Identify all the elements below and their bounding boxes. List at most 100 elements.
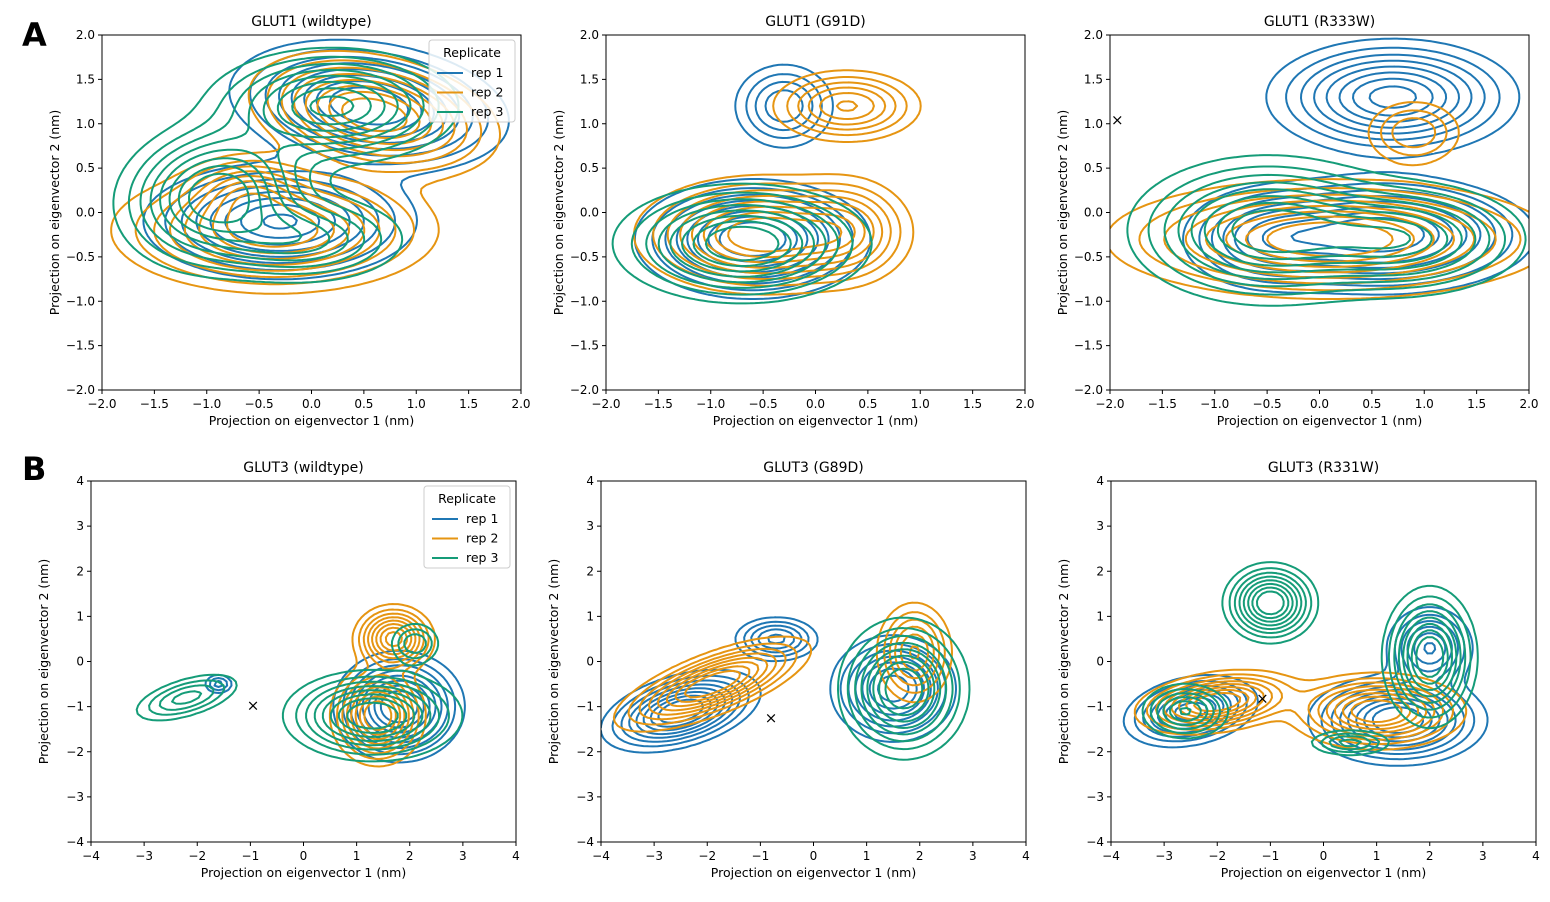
contour-rep-3-level-2 (148, 628, 450, 756)
y-tick-label: −1.5 (570, 339, 599, 353)
legend-entry-rep-2: rep 2 (466, 531, 498, 546)
x-tick-label: −2 (188, 849, 206, 863)
y-tick-label: 2.0 (580, 28, 599, 42)
x-tick-label: 0 (300, 849, 308, 863)
x-tick-label: 1 (863, 849, 871, 863)
y-tick-label: −3 (1086, 790, 1104, 804)
contour-rep-3-level-1 (837, 616, 971, 761)
legend-entry-rep-1: rep 1 (471, 65, 503, 80)
y-tick-label: 2.0 (1084, 28, 1103, 42)
x-tick-label: −0.5 (1253, 397, 1282, 411)
x-tick-label: 4 (1532, 849, 1540, 863)
contour-rep-2-level-4 (346, 616, 421, 750)
contour-rep-3-level-7 (1251, 586, 1449, 685)
x-tick-label: 3 (459, 849, 467, 863)
contour-rep-3-level-2 (1147, 165, 1506, 296)
contour-rep-3-level-1 (611, 182, 873, 305)
axes-frame (600, 480, 1027, 843)
x-axis-label: Projection on eigenvector 1 (nm) (711, 865, 916, 880)
y-tick-label: −4 (576, 835, 594, 849)
x-tick-label: 2 (916, 849, 924, 863)
y-tick-label: −2.0 (570, 383, 599, 397)
x-tick-label: 3 (1479, 849, 1487, 863)
legend-entry-rep-2: rep 2 (471, 85, 503, 100)
x-tick-label: −1.5 (140, 397, 169, 411)
x-tick-label: −0.5 (749, 397, 778, 411)
subplot-title: GLUT1 (wildtype) (251, 14, 371, 30)
x-tick-label: 1.5 (459, 397, 478, 411)
legend: Replicate rep 1 rep 2 rep 3 (428, 39, 516, 123)
x-marker: × (765, 709, 778, 727)
x-tick-label: 1.0 (911, 397, 930, 411)
x-axis-label: Projection on eigenvector 1 (nm) (1217, 413, 1422, 428)
contour-rep-2-level-8 (683, 669, 741, 699)
contour-rep-3-level-7 (692, 220, 792, 267)
x-axis-label: Projection on eigenvector 1 (nm) (713, 413, 918, 428)
subplot-title: GLUT1 (R333W) (1264, 14, 1375, 30)
y-tick-label: 2 (1096, 564, 1104, 578)
subplot-glut1-wildtype: −2.0 −1.5 −1.0 −0.5 0.0 0.5 1.0 1.5 2.0 −2.0 −1.5 −… (47, 14, 531, 428)
y-tick-label: −2.0 (66, 383, 95, 397)
contour-rep-3-level-8 (346, 701, 399, 730)
y-tick-label: 0.0 (580, 206, 599, 220)
contour-rep-3-level-1 (1141, 561, 1479, 757)
contour-rep-2-level-4 (647, 625, 935, 716)
y-tick-label: −0.5 (1074, 250, 1103, 264)
subplot-title: GLUT1 (G91D) (765, 14, 865, 30)
y-tick-label: −1.5 (1074, 339, 1103, 353)
contour-rep-3-level-6 (329, 693, 416, 738)
contour-rep-3-level-8 (1231, 209, 1411, 254)
y-tick-label: 2 (76, 564, 84, 578)
contour-rep-3-level-3 (645, 198, 840, 289)
x-tick-label: 1.0 (407, 397, 426, 411)
y-tick-label: 1.0 (1084, 117, 1103, 131)
contour-rep-3-level-3 (1163, 173, 1491, 288)
contour-rep-2-level-1 (612, 601, 953, 733)
x-axis-label: Projection on eigenvector 1 (nm) (201, 865, 406, 880)
contour-rep-3-level-5 (1190, 188, 1463, 274)
x-tick-label: −3 (1155, 849, 1173, 863)
legend: Replicate rep 1 rep 2 rep 3 (423, 485, 511, 569)
x-tick-label: 0.0 (302, 397, 321, 411)
y-tick-label: −1.0 (1074, 294, 1103, 308)
x-tick-label: −1.0 (192, 397, 221, 411)
y-tick-label: −2 (576, 745, 594, 759)
y-tick-label: −1.5 (66, 339, 95, 353)
y-tick-label: 0 (586, 655, 594, 669)
subplot-title: GLUT3 (wildtype) (243, 460, 363, 476)
x-tick-label: 3 (969, 849, 977, 863)
x-marker: × (247, 697, 260, 715)
y-tick-label: 0.0 (1084, 206, 1103, 220)
contour-rep-3-level-3 (158, 633, 440, 751)
y-tick-label: 1.5 (580, 72, 599, 86)
x-tick-label: −1.0 (1200, 397, 1229, 411)
y-tick-label: 2.0 (76, 28, 95, 42)
contour-rep-3-level-5 (159, 74, 399, 255)
x-tick-label: −1 (1262, 849, 1280, 863)
x-tick-label: −1.5 (644, 397, 673, 411)
x-tick-label: 4 (512, 849, 520, 863)
contour-layer (611, 63, 922, 305)
x-tick-label: −1.5 (1148, 397, 1177, 411)
contour-rep-3-level-4 (1162, 575, 1462, 748)
contour-rep-2-level-5 (656, 633, 929, 712)
contour-rep-3-level-6 (872, 654, 936, 723)
y-tick-label: 0 (1096, 655, 1104, 669)
contour-rep-3-level-4 (657, 204, 827, 284)
y-tick-label: −1.0 (570, 294, 599, 308)
x-marker: × (1256, 690, 1269, 708)
x-tick-label: 0.5 (858, 397, 877, 411)
contour-rep-3-level-6 (168, 80, 386, 245)
x-tick-label: 0 (810, 849, 818, 863)
x-tick-label: 1.0 (1415, 397, 1434, 411)
y-tick-label: 2 (586, 564, 594, 578)
y-tick-label: −4 (1086, 835, 1104, 849)
legend-title: Replicate (443, 45, 501, 60)
y-tick-label: −1 (66, 700, 84, 714)
contour-rep-3-level-7 (1216, 201, 1433, 261)
contour-rep-3-level-6 (681, 214, 804, 273)
legend-title: Replicate (438, 491, 496, 506)
x-tick-label: 1 (1373, 849, 1381, 863)
subplot-glut1-r333w: × −2.0 −1.5 −1.0 −0.5 0.0 0.5 1.0 1.5 2.0 −2.0 −1.5… (1055, 14, 1539, 428)
